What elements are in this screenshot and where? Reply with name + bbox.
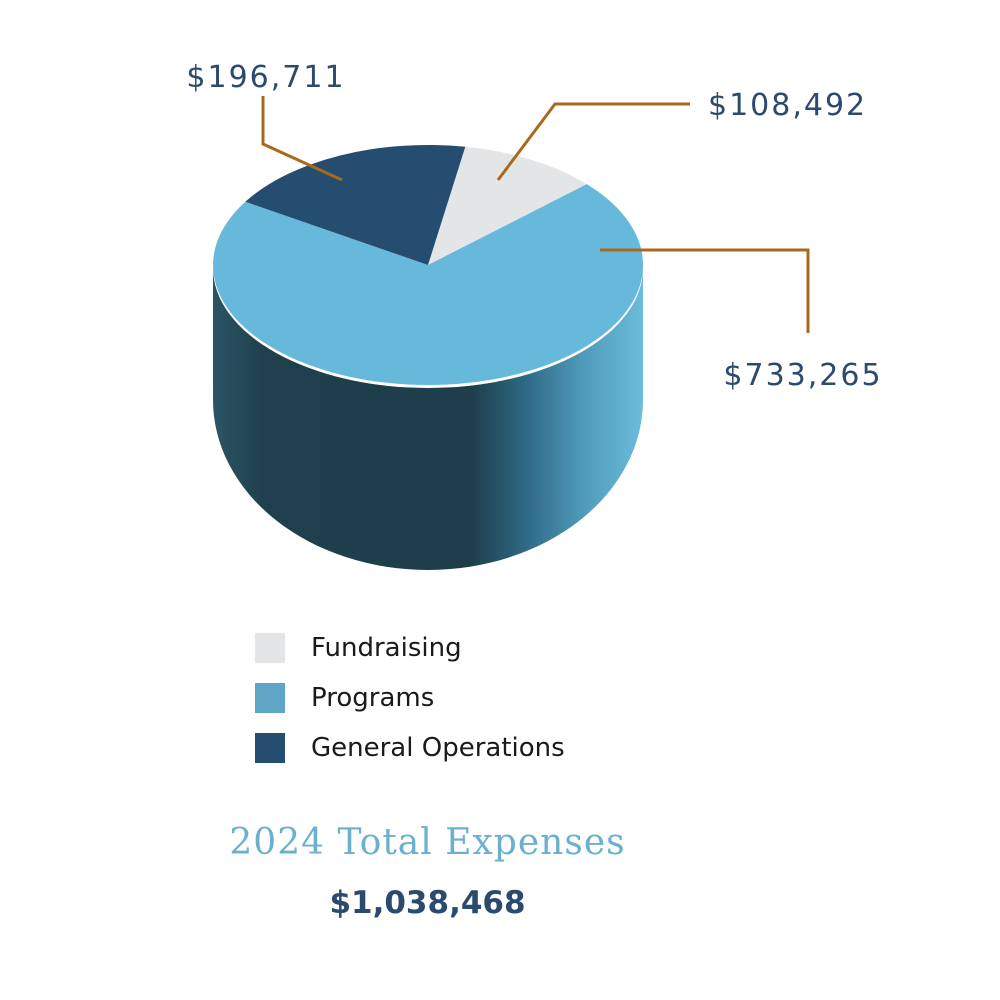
pie-chart: $108,492 $733,265 $196,711: [186, 60, 882, 570]
legend-label-fundraising: Fundraising: [311, 633, 462, 663]
legend: Fundraising Programs General Operations: [255, 630, 565, 780]
legend-swatch-general-operations: [255, 733, 285, 763]
pie-slice-programs: [213, 184, 644, 386]
legend-item-programs: Programs: [255, 680, 565, 716]
legend-item-general-operations: General Operations: [255, 730, 565, 766]
legend-swatch-fundraising: [255, 633, 285, 663]
pie-side-wall: [213, 268, 643, 570]
leader-line-programs: [600, 248, 810, 333]
legend-label-general-operations: General Operations: [311, 733, 565, 763]
leader-line-fundraising: [496, 102, 690, 181]
legend-swatch-programs: [255, 683, 285, 713]
leader-line-general-operations: [261, 96, 343, 182]
total-expenses-value: $1,038,468: [329, 885, 526, 921]
value-label-programs: $733,265: [723, 358, 882, 393]
pie-slice-general-operations: [245, 144, 466, 265]
legend-item-fundraising: Fundraising: [255, 630, 565, 666]
value-label-general-operations: $196,711: [186, 60, 345, 95]
pie-slice-fundraising: [428, 146, 587, 265]
value-label-fundraising: $108,492: [708, 88, 867, 123]
legend-label-programs: Programs: [311, 683, 435, 713]
chart-title: 2024 Total Expenses: [229, 822, 626, 863]
